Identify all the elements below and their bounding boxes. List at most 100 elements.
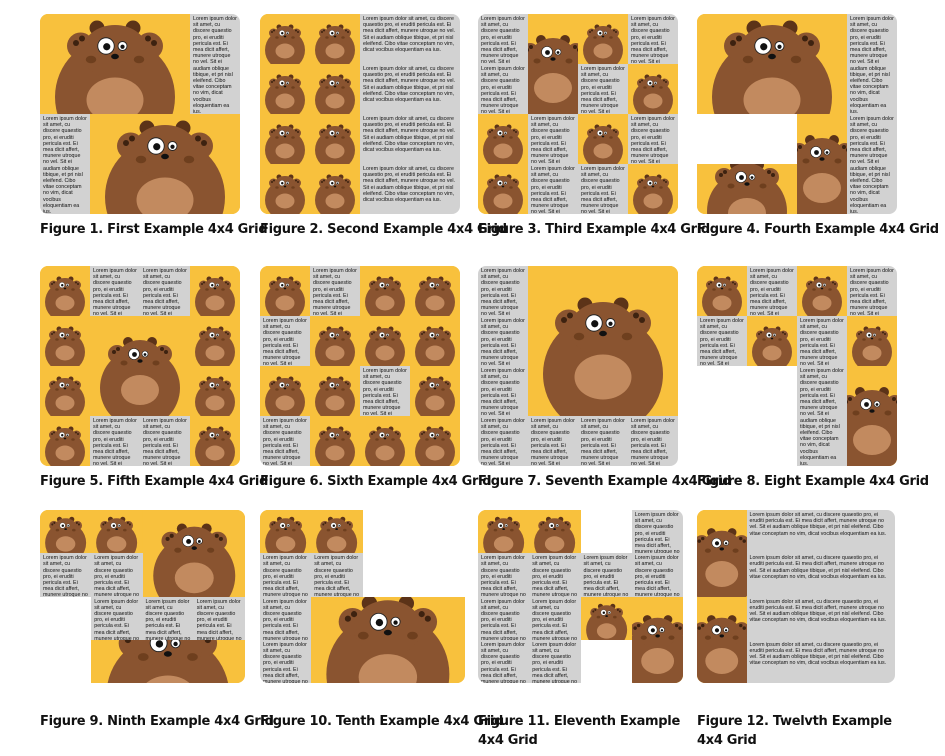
image-cell (142, 510, 245, 597)
text-cell: Lorem ipsum dolor sit amet, cu discere q… (478, 553, 530, 597)
bear-icon (529, 510, 581, 554)
text-cell: Lorem ipsum dolor sit amet, cu discere q… (628, 114, 678, 164)
text-cell: Lorem ipsum dolor sit amet, cu discere q… (529, 553, 581, 597)
text-cell: Lorem ipsum dolor sit amet, cu discere q… (628, 14, 678, 64)
bear-icon (91, 510, 143, 554)
image-cell (260, 366, 310, 416)
text-cell: Lorem ipsum dolor sit amet, cu discere q… (746, 596, 895, 640)
bear-icon (410, 366, 460, 416)
image-cell (580, 596, 632, 640)
bear-icon (190, 416, 240, 466)
image-cell (90, 114, 240, 214)
lorem-text: Lorem ipsum dolor sit amet, cu discere q… (94, 598, 140, 640)
bear-icon (580, 596, 632, 640)
image-cell (310, 14, 360, 64)
image-cell (260, 64, 310, 114)
text-cell: Lorem ipsum dolor sit amet, cu discere q… (360, 114, 460, 164)
image-cell (360, 266, 410, 316)
lorem-text: Lorem ipsum dolor sit amet, cu discere q… (634, 512, 680, 554)
text-cell: Lorem ipsum dolor sit amet, cu discere q… (797, 366, 847, 466)
bear-icon (142, 510, 245, 597)
lorem-text: Lorem ipsum dolor sit amet, cu discere q… (263, 641, 308, 683)
bear-icon (697, 14, 847, 114)
image-cell (478, 510, 530, 554)
image-cell (697, 164, 797, 214)
bear-icon (697, 266, 747, 316)
figure-caption: Figure 10. Tenth Example 4x4 Grid (260, 714, 504, 729)
text-cell: Lorem ipsum dolor sit amet, cu discere q… (40, 553, 92, 597)
bear-icon (40, 316, 90, 366)
figure-caption: Figure 12. Twelvth Example 4x4 Grid (697, 714, 892, 748)
bear-icon (847, 316, 897, 366)
bear-icon (310, 14, 360, 64)
text-cell: Lorem ipsum dolor sit amet, cu discere q… (142, 596, 194, 640)
text-cell: Lorem ipsum dolor sit amet, cu discere q… (360, 14, 460, 64)
lorem-text: Lorem ipsum dolor sit amet, cu discere q… (193, 16, 237, 114)
image-cell (578, 14, 628, 64)
image-cell (310, 316, 360, 366)
grid-4x4: Lorem ipsum dolor sit amet, cu discere q… (40, 14, 240, 214)
image-cell (190, 366, 240, 416)
text-cell: Lorem ipsum dolor sit amet, cu discere q… (311, 553, 363, 597)
bear-icon (747, 316, 797, 366)
bear-icon (260, 510, 312, 554)
lorem-text: Lorem ipsum dolor sit amet, cu discere q… (481, 66, 525, 114)
text-cell: Lorem ipsum dolor sit amet, cu discere q… (747, 266, 797, 316)
figure-caption: Figure 1. First Example 4x4 Grid (40, 222, 268, 237)
text-cell: Lorem ipsum dolor sit amet, cu discere q… (746, 510, 895, 554)
lorem-text: Lorem ipsum dolor sit amet, cu discere q… (363, 66, 456, 104)
image-cell (478, 114, 528, 164)
text-cell: Lorem ipsum dolor sit amet, cu discere q… (40, 114, 90, 214)
lorem-text: Lorem ipsum dolor sit amet, cu discere q… (263, 555, 308, 597)
lorem-text: Lorem ipsum dolor sit amet, cu discere q… (532, 555, 578, 597)
bear-icon (478, 510, 530, 554)
lorem-text: Lorem ipsum dolor sit amet, cu discere q… (481, 318, 525, 366)
text-cell: Lorem ipsum dolor sit amet, cu discere q… (140, 266, 190, 316)
grid-4x4: Lorem ipsum dolor sit amet, cu discere q… (478, 266, 678, 466)
bear-icon (410, 266, 460, 316)
text-cell: Lorem ipsum dolor sit amet, cu discere q… (578, 164, 628, 214)
bear-icon (190, 266, 240, 316)
lorem-text: Lorem ipsum dolor sit amet, cu discere q… (631, 16, 675, 64)
bear-icon (478, 114, 528, 164)
bear-icon (260, 266, 310, 316)
lorem-text: Lorem ipsum dolor sit amet, cu discere q… (481, 418, 525, 466)
text-cell: Lorem ipsum dolor sit amet, cu discere q… (91, 553, 143, 597)
bear-icon (40, 416, 90, 466)
lorem-text: Lorem ipsum dolor sit amet, cu discere q… (850, 16, 894, 114)
text-cell: Lorem ipsum dolor sit amet, cu discere q… (260, 596, 312, 640)
lorem-text: Lorem ipsum dolor sit amet, cu discere q… (531, 418, 575, 466)
lorem-text: Lorem ipsum dolor sit amet, cu discere q… (581, 166, 625, 214)
lorem-text: Lorem ipsum dolor sit amet, cu discere q… (631, 116, 675, 164)
image-cell (90, 316, 190, 416)
bear-icon (360, 266, 410, 316)
lorem-text: Lorem ipsum dolor sit amet, cu discere q… (43, 116, 87, 214)
image-cell (847, 316, 897, 366)
image-cell (410, 366, 460, 416)
bear-icon (310, 316, 360, 366)
text-cell: Lorem ipsum dolor sit amet, cu discere q… (528, 114, 578, 164)
text-cell: Lorem ipsum dolor sit amet, cu discere q… (578, 416, 628, 466)
image-cell (40, 416, 90, 466)
bear-icon (260, 366, 310, 416)
text-cell: Lorem ipsum dolor sit amet, cu discere q… (190, 14, 240, 114)
lorem-text: Lorem ipsum dolor sit amet, cu discere q… (196, 598, 242, 640)
text-cell: Lorem ipsum dolor sit amet, cu discere q… (478, 14, 528, 64)
text-cell: Lorem ipsum dolor sit amet, cu discere q… (847, 114, 897, 214)
grid-4x4: Lorem ipsum dolor sit amet, cu discere q… (40, 510, 245, 683)
image-cell (40, 14, 190, 114)
lorem-text: Lorem ipsum dolor sit amet, cu discere q… (143, 268, 187, 316)
figure-caption: Figure 7. Seventh Example 4x4 Grid (478, 474, 732, 489)
image-cell (91, 639, 245, 683)
grid-4x4: Lorem ipsum dolor sit amet, cu discere q… (697, 510, 895, 683)
bear-icon (260, 64, 310, 114)
lorem-text: Lorem ipsum dolor sit amet, cu discere q… (363, 368, 407, 416)
lorem-text: Lorem ipsum dolor sit amet, cu discere q… (531, 116, 575, 164)
lorem-text: Lorem ipsum dolor sit amet, cu discere q… (700, 318, 744, 366)
bear-icon (631, 596, 683, 683)
bear-icon (40, 14, 190, 114)
text-cell: Lorem ipsum dolor sit amet, cu discere q… (260, 639, 312, 683)
lorem-text: Lorem ipsum dolor sit amet, cu discere q… (749, 598, 887, 624)
bear-icon (578, 114, 628, 164)
lorem-text: Lorem ipsum dolor sit amet, cu discere q… (43, 555, 88, 597)
